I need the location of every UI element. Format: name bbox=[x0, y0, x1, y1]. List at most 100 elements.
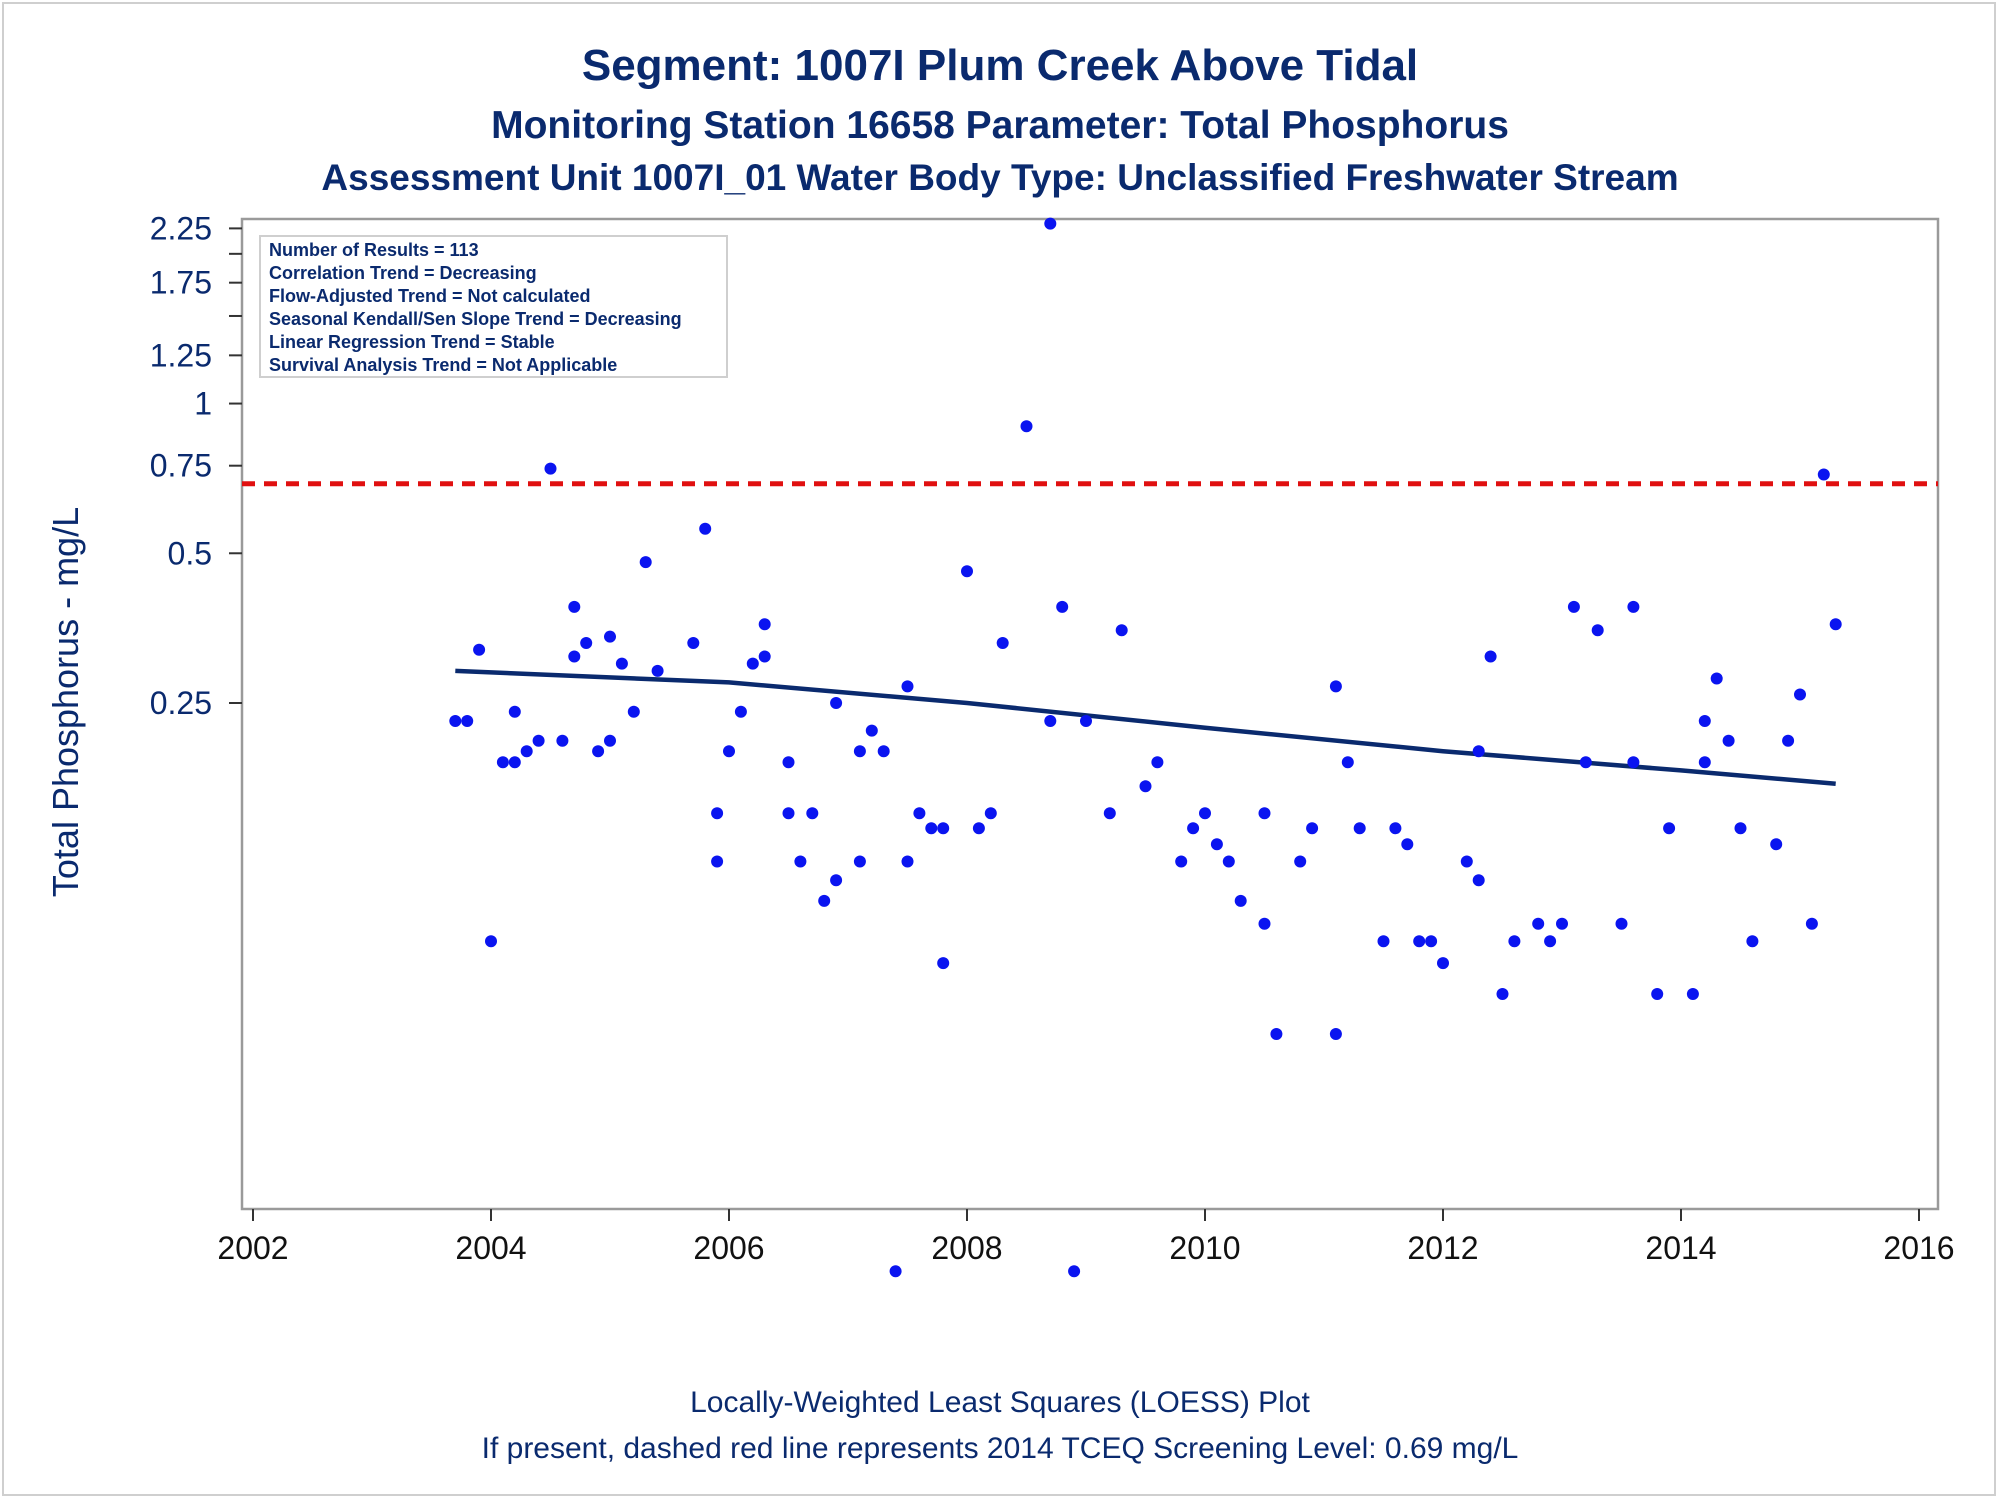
data-point bbox=[1425, 935, 1438, 948]
x-tick-label: 2006 bbox=[693, 1230, 764, 1266]
data-point bbox=[1508, 935, 1521, 948]
data-point bbox=[830, 874, 843, 887]
data-point bbox=[984, 807, 997, 820]
y-tick-label: 0.75 bbox=[150, 448, 212, 484]
data-point bbox=[996, 637, 1009, 649]
data-point bbox=[1353, 822, 1366, 835]
data-point bbox=[1734, 822, 1747, 835]
data-point bbox=[758, 650, 771, 663]
data-point bbox=[568, 650, 581, 663]
data-point bbox=[1722, 734, 1735, 747]
data-point bbox=[937, 957, 950, 970]
data-point bbox=[449, 715, 462, 727]
data-point bbox=[961, 565, 973, 578]
data-point bbox=[1651, 988, 1664, 1000]
data-point bbox=[1187, 822, 1200, 835]
y-tick-label: 2.25 bbox=[150, 210, 212, 246]
data-point bbox=[711, 855, 724, 868]
chart-subtitle-assessment: Assessment Unit 1007I_01 Water Body Type… bbox=[321, 157, 1678, 198]
y-tick-label: 1.25 bbox=[150, 337, 212, 373]
footnote-screening-level: If present, dashed red line represents 2… bbox=[482, 1432, 1519, 1465]
loess-line bbox=[455, 668, 1836, 787]
data-point bbox=[1056, 600, 1069, 613]
data-point bbox=[972, 822, 985, 835]
data-point bbox=[782, 807, 795, 820]
data-point bbox=[1829, 618, 1842, 631]
data-point bbox=[723, 745, 735, 758]
x-tick-label: 2014 bbox=[1645, 1230, 1716, 1266]
data-point bbox=[1341, 756, 1354, 769]
data-point bbox=[830, 697, 843, 709]
data-point bbox=[1413, 935, 1426, 948]
y-tick-label: 0.25 bbox=[150, 685, 212, 721]
plot-area: 0.25 0.5 0.75 1 1.25 1.75 2.25 2002 2004 2006 2008… bbox=[150, 210, 1955, 1266]
data-point bbox=[508, 705, 521, 718]
data-point bbox=[1579, 756, 1592, 769]
data-point bbox=[1115, 624, 1128, 637]
data-point bbox=[1103, 807, 1116, 820]
data-point bbox=[913, 807, 926, 820]
data-point bbox=[532, 734, 545, 747]
data-point bbox=[1175, 855, 1188, 868]
data-point bbox=[1044, 217, 1057, 230]
data-point bbox=[592, 745, 605, 758]
data-point bbox=[853, 855, 866, 868]
data-point bbox=[651, 664, 664, 677]
x-tick-label: 2010 bbox=[1169, 1230, 1240, 1266]
data-point bbox=[794, 855, 807, 868]
data-point bbox=[806, 807, 819, 820]
data-point bbox=[1591, 624, 1604, 637]
chart-title: Segment: 1007I Plum Creek Above Tidal bbox=[582, 41, 1418, 90]
data-point bbox=[556, 734, 569, 747]
data-point bbox=[604, 630, 616, 643]
data-point bbox=[473, 643, 486, 656]
data-point bbox=[627, 705, 640, 718]
y-axis-label: Total Phosphorus - mg/L bbox=[45, 507, 86, 897]
data-point bbox=[1210, 838, 1223, 851]
data-point bbox=[877, 745, 890, 758]
data-point bbox=[758, 618, 771, 631]
data-point bbox=[699, 522, 712, 535]
data-point bbox=[1329, 1028, 1342, 1040]
data-point bbox=[925, 822, 938, 835]
data-point bbox=[1627, 600, 1640, 613]
data-point bbox=[568, 600, 581, 613]
x-tick-label: 2004 bbox=[455, 1230, 526, 1266]
data-point bbox=[496, 756, 509, 769]
data-point bbox=[1151, 756, 1164, 769]
data-point bbox=[1401, 838, 1414, 851]
data-point bbox=[544, 462, 557, 475]
data-point bbox=[901, 855, 914, 868]
stat-linear-regression-trend: Linear Regression Trend = Stable bbox=[269, 332, 555, 352]
data-point bbox=[1044, 715, 1057, 727]
data-point bbox=[580, 637, 593, 649]
data-point bbox=[1270, 1028, 1283, 1040]
data-point bbox=[901, 680, 914, 693]
data-point bbox=[734, 705, 747, 718]
data-point bbox=[1782, 734, 1795, 747]
data-point bbox=[1544, 935, 1557, 948]
data-point bbox=[782, 756, 795, 769]
data-point bbox=[639, 556, 652, 569]
data-point bbox=[604, 734, 616, 747]
data-point bbox=[1698, 715, 1711, 727]
data-point bbox=[508, 756, 521, 769]
chart-subtitle-station: Monitoring Station 16658 Parameter: Tota… bbox=[491, 104, 1509, 147]
data-point bbox=[711, 807, 724, 820]
data-point bbox=[746, 657, 759, 670]
x-tick-label: 2016 bbox=[1883, 1230, 1954, 1266]
y-tick-label: 1.75 bbox=[150, 265, 212, 301]
data-point bbox=[1472, 874, 1485, 887]
stats-legend-box bbox=[259, 235, 728, 378]
data-point bbox=[1199, 807, 1211, 820]
data-point bbox=[1817, 468, 1830, 481]
stat-flow-adjusted-trend: Flow-Adjusted Trend = Not calculated bbox=[269, 286, 591, 306]
data-point bbox=[1080, 715, 1092, 727]
data-point bbox=[1627, 756, 1640, 769]
plot-border bbox=[240, 217, 1940, 1211]
data-point bbox=[1329, 680, 1342, 693]
data-point bbox=[1805, 917, 1818, 930]
y-tick-label: 0.5 bbox=[168, 535, 212, 571]
data-point bbox=[865, 724, 878, 737]
